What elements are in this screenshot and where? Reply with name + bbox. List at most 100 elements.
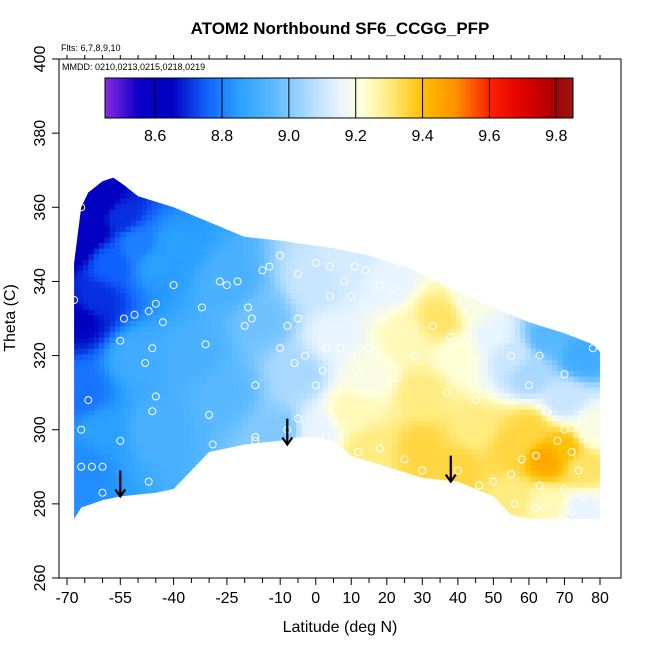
heatmap-cell	[114, 248, 121, 255]
heatmap-cell	[125, 331, 132, 338]
heatmap-cell	[450, 186, 457, 194]
heatmap-cell	[434, 348, 441, 355]
heatmap-cell	[184, 170, 190, 176]
heatmap-cell	[280, 270, 287, 277]
heatmap-cell	[210, 253, 217, 260]
heatmap-cell	[333, 476, 340, 483]
heatmap-cell	[242, 236, 249, 244]
heatmap-cell	[338, 314, 345, 321]
heatmap-cell	[418, 320, 425, 327]
heatmap-cell	[365, 409, 372, 416]
heatmap-cell	[74, 464, 79, 472]
heatmap-cell	[237, 231, 244, 238]
heatmap-cell	[98, 292, 105, 299]
heatmap-cell	[306, 481, 313, 488]
heatmap-cell	[467, 521, 473, 527]
heatmap-cell	[125, 275, 132, 283]
heatmap-cell	[173, 242, 180, 249]
heatmap-cell	[397, 292, 404, 299]
heatmap-cell	[397, 181, 404, 188]
heatmap-cell	[418, 186, 425, 194]
heatmap-cell	[232, 209, 239, 216]
heatmap-cell	[253, 236, 260, 244]
heatmap-cell	[221, 286, 228, 294]
heatmap-cell	[344, 420, 351, 427]
heatmap-cell	[434, 364, 441, 371]
heatmap-cell	[168, 248, 175, 255]
heatmap-cell	[450, 275, 457, 283]
heatmap-cell	[248, 214, 255, 221]
heatmap-cell	[189, 325, 196, 333]
heatmap-cell	[77, 298, 84, 305]
heatmap-cell	[253, 281, 260, 288]
heatmap-cell	[200, 253, 207, 260]
heatmap-cell	[232, 181, 239, 188]
heatmap-cell	[386, 481, 393, 488]
heatmap-cell	[365, 248, 372, 255]
heatmap-cell	[74, 409, 79, 416]
heatmap-cell	[178, 514, 185, 519]
heatmap-cell	[141, 448, 148, 455]
heatmap-cell	[381, 370, 388, 377]
heatmap-cell	[200, 303, 207, 310]
heatmap-cell	[74, 370, 79, 377]
heatmap-cell	[205, 398, 212, 405]
heatmap-cell	[429, 375, 436, 383]
heatmap-cell	[210, 392, 217, 399]
heatmap-cell	[477, 403, 484, 410]
heatmap-cell	[274, 392, 281, 399]
heatmap-cell	[74, 514, 79, 519]
heatmap-cell	[290, 481, 297, 488]
heatmap-cell	[381, 487, 388, 494]
heatmap-cell	[109, 442, 116, 449]
heatmap-cell	[338, 464, 345, 472]
heatmap-cell	[392, 459, 399, 466]
heatmap-cell	[248, 331, 255, 338]
heatmap-cell	[306, 359, 313, 366]
heatmap-cell	[168, 359, 175, 366]
heatmap-cell	[477, 470, 484, 477]
heatmap-cell	[381, 492, 388, 499]
heatmap-cell	[408, 448, 415, 455]
heatmap-cell	[248, 509, 255, 516]
heatmap-cell	[392, 470, 399, 477]
heatmap-cell	[253, 198, 260, 205]
heatmap-cell	[477, 286, 484, 294]
heatmap-cell	[194, 414, 201, 422]
heatmap-cell	[301, 314, 308, 321]
heatmap-cell	[333, 364, 340, 371]
heatmap-cell	[440, 492, 447, 499]
heatmap-cell	[210, 437, 217, 444]
heatmap-cell	[381, 177, 388, 182]
heatmap-cell	[74, 236, 79, 244]
heatmap-cell	[360, 181, 367, 188]
heatmap-cell	[418, 448, 425, 455]
heatmap-cell	[274, 514, 281, 519]
heatmap-cell	[354, 387, 361, 394]
heatmap-cell	[477, 414, 484, 422]
heatmap-cell	[456, 337, 463, 344]
heatmap-cell	[216, 325, 223, 333]
heatmap-cell	[104, 303, 111, 310]
heatmap-cell	[120, 514, 127, 519]
heatmap-cell	[397, 509, 404, 516]
heatmap-cell	[466, 292, 473, 299]
heatmap-cell	[445, 498, 452, 505]
heatmap-cell	[365, 437, 372, 444]
heatmap-cell	[274, 498, 281, 505]
heatmap-cell	[285, 476, 292, 483]
heatmap-cell	[136, 498, 143, 505]
heatmap-cell	[274, 370, 281, 377]
heatmap-cell	[130, 503, 137, 511]
heatmap-cell	[173, 181, 180, 188]
heatmap-cell	[264, 236, 271, 244]
heatmap-cell	[434, 426, 441, 433]
heatmap-cell	[237, 392, 244, 399]
heatmap-cell	[440, 426, 447, 433]
heatmap-cell	[88, 420, 95, 427]
heatmap-cell	[189, 420, 196, 427]
heatmap-cell	[472, 225, 479, 232]
heatmap-cell	[221, 359, 228, 366]
heatmap-cell	[418, 370, 425, 377]
heatmap-cell	[184, 253, 191, 260]
